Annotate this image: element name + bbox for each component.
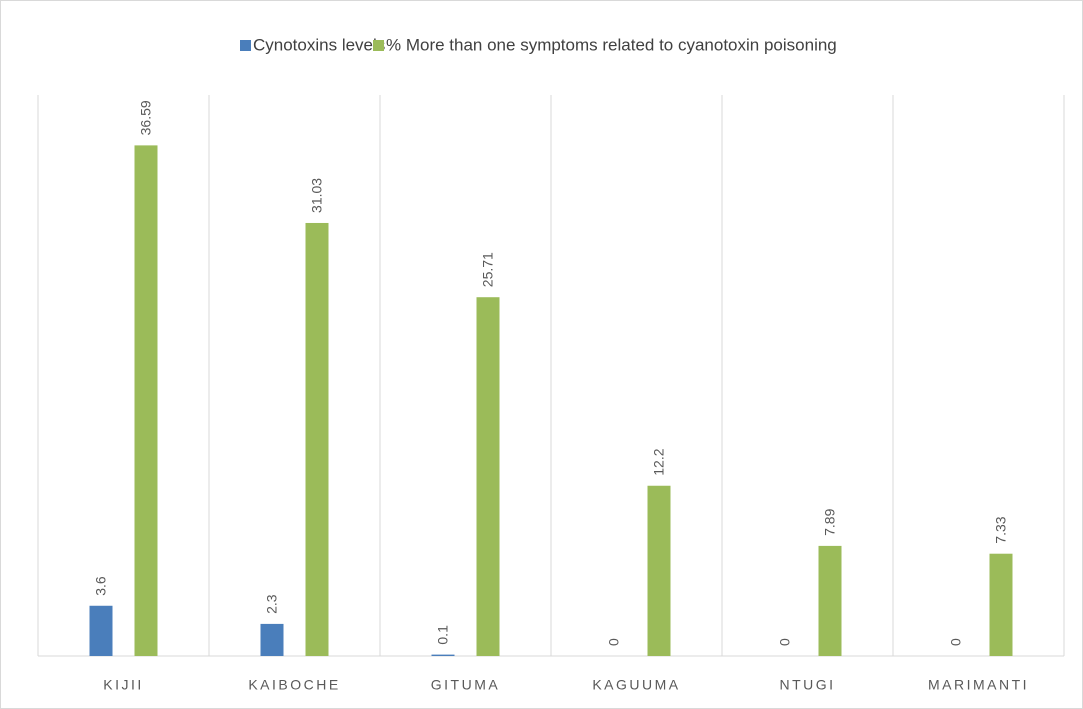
legend-label: % More than one symptoms related to cyan… (386, 35, 837, 54)
value-label: 36.59 (138, 100, 154, 135)
legend-swatch (373, 40, 384, 51)
bar (818, 545, 842, 656)
value-label: 25.71 (480, 252, 496, 287)
x-tick-label: GITUMA (431, 677, 500, 693)
value-label: 0 (948, 638, 964, 646)
value-label: 12.2 (651, 448, 667, 475)
bar (305, 222, 329, 656)
legend-label: Cynotoxins levels (253, 35, 385, 54)
bar (89, 605, 113, 656)
value-label: 0 (606, 638, 622, 646)
bar (431, 654, 455, 656)
bar (989, 553, 1013, 656)
x-tick-label: MARIMANTI (928, 677, 1029, 693)
value-label: 0 (777, 638, 793, 646)
bar (476, 297, 500, 656)
value-label: 3.6 (93, 576, 109, 596)
x-tick-label: KIJII (103, 677, 144, 693)
x-tick-label: KAIBOCHE (248, 677, 340, 693)
value-label: 2.3 (264, 594, 280, 614)
x-tick-label: KAGUUMA (592, 677, 680, 693)
value-label: 7.89 (822, 508, 838, 535)
value-label: 0.1 (435, 625, 451, 645)
legend-swatch (240, 40, 251, 51)
value-label: 31.03 (309, 178, 325, 213)
bar (260, 623, 284, 656)
x-tick-label: NTUGI (779, 677, 835, 693)
bar (134, 145, 158, 656)
value-label: 7.33 (993, 516, 1009, 543)
bar (647, 485, 671, 656)
